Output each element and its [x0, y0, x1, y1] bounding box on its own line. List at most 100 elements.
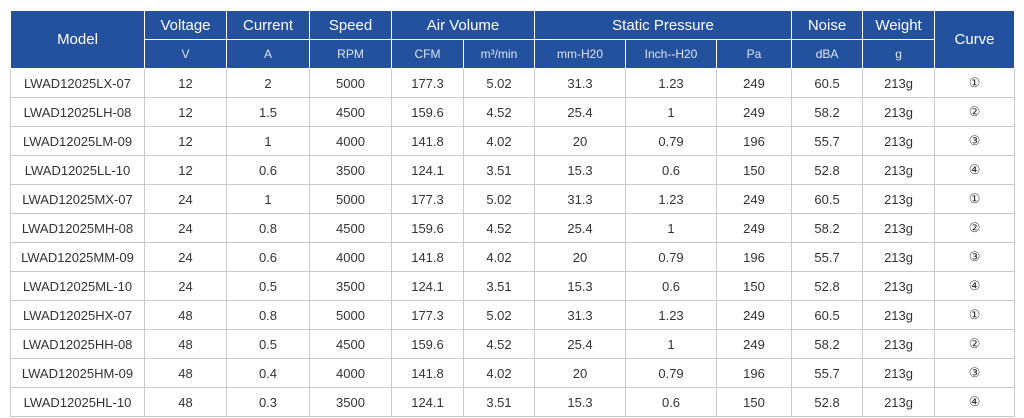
- cell-dba: 55.7: [791, 358, 864, 388]
- cell-mmh2o: 20: [534, 358, 627, 388]
- cell-current: 2: [226, 68, 310, 98]
- cell-weight: 213g: [862, 300, 936, 330]
- cell-m3min: 5.02: [462, 68, 536, 98]
- cell-dba: 58.2: [791, 329, 864, 359]
- cell-pa: 196: [716, 126, 793, 156]
- table-row: LWAD12025HH-08 48 0.5 4500 159.6 4.52 25.4 1 249…: [10, 329, 1016, 359]
- table-row: LWAD12025LM-09 12 1 4000 141.8 4.02 20 0.79 196 5…: [10, 126, 1016, 156]
- cell-m3min: 3.51: [462, 155, 536, 185]
- cell-weight: 213g: [862, 271, 936, 301]
- cell-m3min: 4.52: [462, 97, 536, 127]
- cell-m3min: 3.51: [462, 271, 536, 301]
- cell-current: 0.8: [226, 213, 310, 243]
- cell-model: LWAD12025HX-07: [10, 300, 145, 330]
- cell-curve: ④: [934, 271, 1016, 301]
- header-static-pressure: Static Pressure: [534, 10, 793, 40]
- cell-pa: 249: [716, 97, 793, 127]
- cell-curve: ③: [934, 358, 1016, 388]
- cell-speed: 4500: [309, 213, 392, 243]
- cell-cfm: 177.3: [391, 184, 464, 214]
- cell-model: LWAD12025HH-08: [10, 329, 145, 359]
- table-body: LWAD12025LX-07 12 2 5000 177.3 5.02 31.3 1.23 24…: [10, 68, 1016, 417]
- cell-mmh2o: 25.4: [534, 329, 627, 359]
- cell-current: 1.5: [226, 97, 310, 127]
- cell-speed: 3500: [309, 155, 392, 185]
- cell-curve: ①: [934, 184, 1016, 214]
- cell-cfm: 159.6: [391, 329, 464, 359]
- unit-dba: dBA: [791, 39, 864, 69]
- cell-curve: ④: [934, 387, 1016, 417]
- cell-current: 1: [226, 126, 310, 156]
- cell-model: LWAD12025MX-07: [10, 184, 145, 214]
- unit-inchh2o: Inch--H20: [625, 39, 718, 69]
- cell-speed: 4000: [309, 242, 392, 272]
- cell-voltage: 24: [144, 271, 227, 301]
- cell-dba: 58.2: [791, 97, 864, 127]
- cell-curve: ②: [934, 97, 1016, 127]
- table-row: LWAD12025MH-08 24 0.8 4500 159.6 4.52 25.4 1 249…: [10, 213, 1016, 243]
- cell-curve: ①: [934, 68, 1016, 98]
- cell-mmh2o: 31.3: [534, 300, 627, 330]
- cell-m3min: 5.02: [462, 300, 536, 330]
- table-row: LWAD12025MX-07 24 1 5000 177.3 5.02 31.3 1.23 24…: [10, 184, 1016, 214]
- unit-voltage: V: [144, 39, 227, 69]
- unit-current: A: [226, 39, 310, 69]
- cell-speed: 4000: [309, 358, 392, 388]
- header-curve: Curve: [934, 10, 1016, 69]
- cell-speed: 5000: [309, 68, 392, 98]
- cell-cfm: 141.8: [391, 126, 464, 156]
- cell-dba: 52.8: [791, 387, 864, 417]
- header-voltage: Voltage: [144, 10, 227, 40]
- cell-mmh2o: 31.3: [534, 184, 627, 214]
- cell-cfm: 124.1: [391, 387, 464, 417]
- cell-pa: 249: [716, 184, 793, 214]
- cell-inchh2o: 0.6: [625, 271, 718, 301]
- table-row: LWAD12025HM-09 48 0.4 4000 141.8 4.02 20 0.79 19…: [10, 358, 1016, 388]
- header-current: Current: [226, 10, 310, 40]
- cell-cfm: 159.6: [391, 97, 464, 127]
- table-row: LWAD12025HX-07 48 0.8 5000 177.3 5.02 31.3 1.23…: [10, 300, 1016, 330]
- header-model: Model: [10, 10, 145, 69]
- cell-mmh2o: 15.3: [534, 155, 627, 185]
- cell-voltage: 48: [144, 387, 227, 417]
- cell-m3min: 3.51: [462, 387, 536, 417]
- cell-inchh2o: 1.23: [625, 68, 718, 98]
- fan-spec-table: Model Voltage Current Speed Air Volume S…: [10, 10, 1016, 417]
- cell-pa: 196: [716, 242, 793, 272]
- cell-dba: 60.5: [791, 184, 864, 214]
- header-noise: Noise: [791, 10, 864, 40]
- cell-inchh2o: 0.79: [625, 358, 718, 388]
- cell-weight: 213g: [862, 242, 936, 272]
- cell-mmh2o: 31.3: [534, 68, 627, 98]
- cell-mmh2o: 15.3: [534, 271, 627, 301]
- unit-mmh2o: mm-H20: [534, 39, 627, 69]
- cell-curve: ②: [934, 213, 1016, 243]
- cell-weight: 213g: [862, 387, 936, 417]
- cell-pa: 150: [716, 387, 793, 417]
- cell-curve: ④: [934, 155, 1016, 185]
- cell-current: 0.8: [226, 300, 310, 330]
- cell-voltage: 12: [144, 126, 227, 156]
- cell-pa: 249: [716, 68, 793, 98]
- spec-table-container: Model Voltage Current Speed Air Volume S…: [10, 10, 1016, 417]
- cell-model: LWAD12025MM-09: [10, 242, 145, 272]
- cell-voltage: 24: [144, 242, 227, 272]
- table-row: LWAD12025LL-10 12 0.6 3500 124.1 3.51 15.3 0.6 1…: [10, 155, 1016, 185]
- cell-inchh2o: 1: [625, 97, 718, 127]
- cell-pa: 249: [716, 213, 793, 243]
- unit-m3min: m³/min: [462, 39, 536, 69]
- cell-voltage: 48: [144, 358, 227, 388]
- cell-model: LWAD12025ML-10: [10, 271, 145, 301]
- unit-pa: Pa: [716, 39, 793, 69]
- unit-speed: RPM: [309, 39, 392, 69]
- cell-inchh2o: 0.6: [625, 387, 718, 417]
- cell-speed: 3500: [309, 271, 392, 301]
- cell-m3min: 4.02: [462, 126, 536, 156]
- cell-weight: 213g: [862, 184, 936, 214]
- cell-voltage: 48: [144, 300, 227, 330]
- cell-weight: 213g: [862, 97, 936, 127]
- cell-weight: 213g: [862, 358, 936, 388]
- cell-curve: ③: [934, 242, 1016, 272]
- cell-cfm: 177.3: [391, 68, 464, 98]
- cell-cfm: 141.8: [391, 242, 464, 272]
